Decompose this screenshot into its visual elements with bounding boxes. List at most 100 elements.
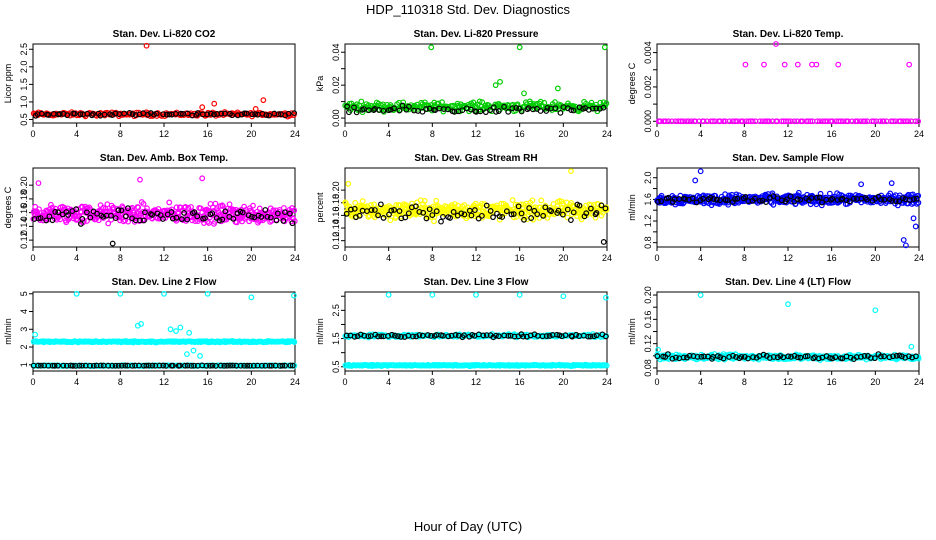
- y-tick-label: 0.00: [331, 109, 341, 127]
- data-point: [889, 197, 895, 204]
- data-point: [717, 197, 723, 204]
- data-point: [704, 118, 710, 125]
- data-point: [700, 195, 706, 202]
- data-point: [694, 353, 701, 360]
- data-point: [126, 109, 133, 116]
- data-point: [677, 118, 684, 125]
- data-point: [555, 207, 562, 214]
- data-point: [877, 118, 884, 125]
- data-point: [184, 362, 191, 369]
- data-point: [90, 111, 96, 117]
- data-point: [216, 217, 223, 224]
- data-point: [788, 353, 794, 360]
- data-point: [596, 105, 603, 112]
- data-point: [526, 205, 533, 211]
- x-tick-label: 24: [914, 377, 924, 387]
- data-point: [503, 208, 510, 215]
- y-axis-label: kPa: [315, 76, 325, 92]
- data-point: [804, 353, 811, 359]
- data-point: [97, 362, 104, 369]
- data-point: [510, 211, 517, 217]
- data-point: [554, 331, 560, 338]
- data-point: [358, 98, 365, 105]
- data-point: [387, 106, 394, 113]
- data-point: [672, 118, 679, 125]
- data-point: [568, 107, 575, 113]
- data-point: [707, 194, 714, 201]
- data-point: [521, 216, 527, 223]
- y-tick-label: 5: [19, 291, 29, 296]
- data-point: [520, 201, 527, 208]
- data-point: [541, 99, 548, 106]
- data-point: [461, 332, 467, 339]
- data-point: [291, 339, 298, 345]
- x-tick-label: 4: [698, 253, 703, 263]
- data-point: [568, 168, 574, 175]
- data-point: [351, 104, 357, 111]
- data-point: [669, 355, 676, 362]
- data-point: [83, 209, 90, 216]
- data-point: [211, 100, 218, 107]
- x-tick-label: 20: [558, 253, 568, 263]
- data-point: [905, 118, 912, 125]
- data-point: [197, 353, 203, 359]
- data-point: [490, 214, 496, 221]
- y-tick-label: 2.5: [331, 304, 341, 317]
- data-point: [910, 215, 917, 222]
- data-point: [897, 118, 904, 125]
- data-point: [166, 199, 173, 206]
- data-point: [259, 362, 265, 369]
- data-points: [30, 42, 298, 120]
- x-tick-label: 0: [654, 377, 659, 387]
- data-point: [709, 118, 716, 125]
- data-point: [250, 202, 256, 209]
- data-point: [534, 211, 541, 218]
- data-point: [226, 201, 233, 208]
- plot-frame: [656, 43, 920, 124]
- data-point: [515, 203, 522, 210]
- data-point: [726, 118, 733, 125]
- data-point: [518, 108, 525, 115]
- data-point: [658, 198, 665, 205]
- x-tick-label: 20: [246, 253, 256, 263]
- data-point: [738, 354, 745, 360]
- y-tick-label: 1.5: [19, 78, 29, 91]
- x-tick-label: 20: [870, 129, 880, 139]
- data-point: [377, 201, 384, 208]
- data-point: [766, 118, 772, 125]
- y-tick-label: 0.02: [331, 76, 341, 94]
- data-point: [542, 204, 549, 211]
- data-point: [275, 111, 282, 118]
- y-tick-label: 0.12: [19, 231, 29, 249]
- data-point: [477, 108, 484, 115]
- data-point: [402, 214, 409, 221]
- data-point: [348, 206, 354, 213]
- data-point: [143, 42, 150, 49]
- data-point: [516, 291, 523, 298]
- data-point: [421, 198, 428, 204]
- data-point: [356, 212, 363, 219]
- data-point: [544, 104, 551, 111]
- data-point: [497, 78, 503, 85]
- data-point: [734, 195, 741, 202]
- data-point: [595, 201, 601, 208]
- data-point: [173, 214, 180, 221]
- y-tick-label: 0.14: [331, 219, 341, 237]
- data-point: [665, 194, 672, 201]
- data-point: [558, 333, 565, 340]
- data-point: [140, 217, 147, 224]
- data-point: [787, 118, 794, 125]
- x-tick-label: 12: [471, 253, 481, 263]
- data-point: [838, 196, 845, 203]
- y-tick-label: 1.6: [643, 193, 653, 206]
- data-point: [797, 354, 804, 361]
- x-tick-label: 4: [74, 377, 79, 387]
- data-point: [892, 198, 899, 205]
- data-point: [90, 362, 97, 369]
- data-point: [524, 106, 531, 113]
- data-point: [808, 195, 815, 202]
- data-point: [428, 332, 434, 339]
- data-points: [654, 168, 922, 249]
- x-tick-label: 24: [914, 129, 924, 139]
- data-point: [720, 118, 727, 125]
